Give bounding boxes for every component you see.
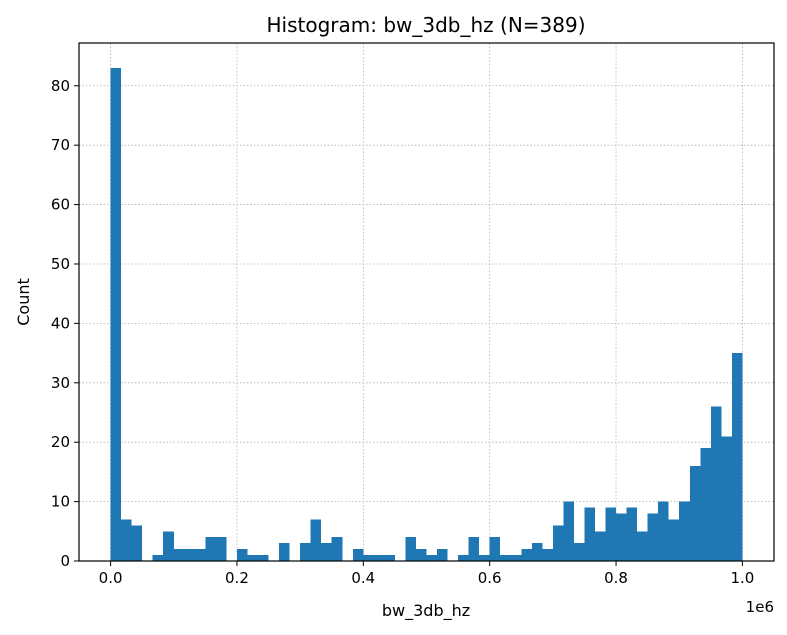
y-tick-label: 70	[51, 136, 70, 154]
histogram-bar	[121, 519, 132, 561]
y-tick-label: 30	[51, 374, 70, 392]
plot-frame	[78, 42, 775, 562]
y-tick-label: 40	[51, 314, 70, 332]
histogram-bar	[110, 67, 122, 562]
histogram-bar	[584, 507, 595, 561]
y-tick-label: 0	[60, 552, 70, 570]
histogram-bar	[700, 448, 711, 561]
histogram-bar	[247, 555, 259, 561]
histogram-bar	[352, 549, 364, 561]
histogram-bar	[500, 555, 511, 561]
y-tick-label: 60	[51, 196, 70, 214]
histogram-bar	[131, 525, 143, 561]
histogram-bar	[279, 543, 290, 561]
grid	[79, 43, 774, 562]
histogram-bar	[510, 555, 522, 561]
histogram-bar	[679, 501, 690, 561]
x-tick-label: 0.6	[478, 569, 502, 587]
histogram-bar	[437, 549, 448, 561]
histogram-bar	[236, 549, 248, 561]
y-tick-label: 80	[51, 77, 70, 95]
histogram-bar	[310, 519, 322, 561]
histogram-bar	[531, 543, 543, 561]
histogram-bar	[415, 549, 427, 561]
histogram-bar	[405, 537, 416, 561]
histogram-bar	[689, 465, 701, 561]
histogram-bar	[731, 353, 743, 561]
histogram-bar	[321, 543, 332, 561]
histogram-bar	[184, 549, 195, 561]
histogram-bar	[215, 537, 227, 561]
histogram-bar	[552, 525, 564, 561]
x-tick-label: 0.4	[351, 569, 375, 587]
histogram-bar	[205, 537, 216, 561]
histogram-bar	[363, 555, 374, 561]
histogram-bar	[647, 513, 659, 561]
histogram-bar	[468, 537, 480, 561]
histogram-bar	[489, 537, 501, 561]
x-tick-label: 0.2	[225, 569, 249, 587]
x-axis-label: bw_3db_hz	[382, 601, 470, 621]
histogram-bar	[616, 513, 627, 561]
y-tick-label: 10	[51, 493, 70, 511]
histogram-bar	[458, 555, 469, 561]
histogram-bar	[384, 555, 395, 561]
histogram-bar	[152, 555, 164, 561]
histogram-bar	[331, 537, 343, 561]
histogram-bar	[594, 531, 606, 561]
histogram-bar	[194, 549, 206, 561]
x-axis-ticks: 0.0 0.2 0.4 0.6 0.8 1.0	[99, 561, 754, 587]
x-tick-label: 1.0	[730, 569, 754, 587]
x-tick-label: 0.0	[99, 569, 123, 587]
histogram-bar	[479, 555, 490, 561]
histogram-bar	[605, 507, 617, 561]
histogram-bar	[173, 549, 185, 561]
histogram-bar	[258, 555, 269, 561]
x-tick-label: 0.8	[604, 569, 628, 587]
bars	[110, 67, 743, 562]
histogram-bar	[426, 555, 438, 561]
histogram-bar	[563, 501, 574, 561]
histogram-bar	[668, 519, 680, 561]
histogram-bar	[373, 555, 385, 561]
x-axis-offset-label: 1e6	[746, 598, 774, 616]
histogram-bar	[721, 436, 732, 561]
histogram-bar	[637, 531, 648, 561]
histogram-bar	[521, 549, 532, 561]
y-tick-label: 20	[51, 433, 70, 451]
y-axis-label: Count	[14, 278, 33, 326]
histogram-bar	[658, 501, 669, 561]
chart-title: Histogram: bw_3db_hz (N=389)	[266, 13, 585, 37]
histogram-bar	[710, 406, 722, 561]
histogram-bar	[626, 507, 638, 561]
y-tick-label: 50	[51, 255, 70, 273]
histogram-bar	[163, 531, 174, 561]
histogram-bar	[300, 543, 311, 561]
y-axis-ticks: 0 10 20 30 40 50 60 70 80	[51, 77, 79, 570]
histogram-bar	[573, 543, 585, 561]
histogram-bar	[542, 549, 553, 561]
